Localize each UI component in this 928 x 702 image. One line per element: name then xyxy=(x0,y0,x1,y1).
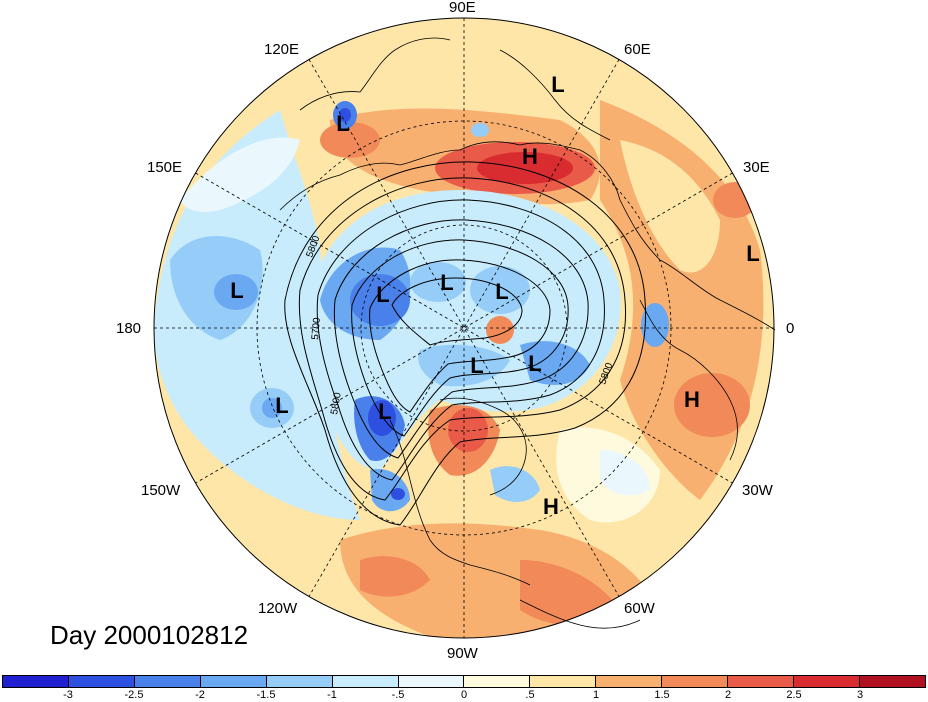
low-center: L xyxy=(230,278,243,303)
longitude-label-90e: 90E xyxy=(449,0,476,16)
low-center: L xyxy=(746,241,759,266)
colorbar-segment xyxy=(859,676,925,687)
longitude-label-60w: 60W xyxy=(624,600,655,617)
longitude-label-90w: 90W xyxy=(447,645,478,662)
map-title: Day 2000102812 xyxy=(50,620,249,650)
low-center: L xyxy=(495,279,508,304)
low-center: L xyxy=(470,353,483,378)
colorbar-segment xyxy=(464,676,531,687)
height-contours xyxy=(284,161,647,526)
low-center: L xyxy=(528,351,541,376)
high-center: H xyxy=(543,494,559,519)
low-center: L xyxy=(275,393,288,418)
longitude-label-120w: 120W xyxy=(258,600,298,617)
contour-label: 5700 xyxy=(310,317,323,341)
high-center: H xyxy=(522,144,538,169)
colorbar-segment xyxy=(530,676,597,687)
low-center: L xyxy=(336,111,349,136)
high-center: H xyxy=(684,387,700,412)
colorbar-tick-label: .5 xyxy=(525,689,535,701)
longitude-label-180: 180 xyxy=(116,320,142,337)
low-center: L xyxy=(551,72,564,97)
colorbar-tick-label: -1 xyxy=(327,689,337,701)
colorbar-tick-label: 2.5 xyxy=(786,689,802,701)
colorbar-segment xyxy=(794,676,860,687)
colorbar-segment xyxy=(596,676,663,687)
longitude-label-30w: 30W xyxy=(742,482,773,499)
colorbar-segment xyxy=(200,676,267,687)
colorbar-tick-label: 0 xyxy=(460,689,468,701)
longitude-label-120e: 120E xyxy=(264,41,300,58)
longitude-label-0: 0 xyxy=(786,320,795,337)
longitude-label-150e: 150E xyxy=(147,159,183,176)
low-center: L xyxy=(378,399,391,424)
colorbar-tick-label: 1 xyxy=(592,689,600,701)
graticule xyxy=(154,18,774,638)
pressure-centers: L L L L L L L L L L L H H H xyxy=(230,72,759,519)
coastlines xyxy=(279,37,776,629)
colorbar-tick-label: 2 xyxy=(724,689,732,701)
colorbar-tick-label: -1.5 xyxy=(256,689,276,701)
colorbar-segment xyxy=(662,676,729,687)
map-boundary xyxy=(153,17,775,639)
colorbar-segment xyxy=(68,676,135,687)
colorbar xyxy=(2,675,926,688)
longitude-label-60e: 60E xyxy=(624,41,651,58)
colorbar-segment xyxy=(134,676,201,687)
colorbar-labels: -3 -2.5 -2 -1.5 -1 -.5 0 .5 1 1.5 2 2.5 3 xyxy=(0,689,928,702)
low-center: L xyxy=(376,282,389,307)
colorbar-tick-label: 3 xyxy=(856,689,864,701)
colorbar-segment xyxy=(728,676,795,687)
longitude-label-150w: 150W xyxy=(141,482,181,499)
contour-label: 5800 xyxy=(329,391,344,415)
longitude-label-30e: 30E xyxy=(743,159,770,176)
low-center: L xyxy=(440,270,453,295)
colorbar-tick-label: -2.5 xyxy=(124,689,144,701)
colorbar-segment xyxy=(332,676,399,687)
colorbar-segment xyxy=(3,676,69,687)
colorbar-tick-label: -.5 xyxy=(391,689,405,701)
colorbar-tick-label: 1.5 xyxy=(654,689,670,701)
colorbar-tick-label: -3 xyxy=(63,689,73,701)
colorbar-tick-label: -2 xyxy=(195,689,205,701)
colorbar-segment xyxy=(398,676,465,687)
colorbar-segment xyxy=(266,676,333,687)
